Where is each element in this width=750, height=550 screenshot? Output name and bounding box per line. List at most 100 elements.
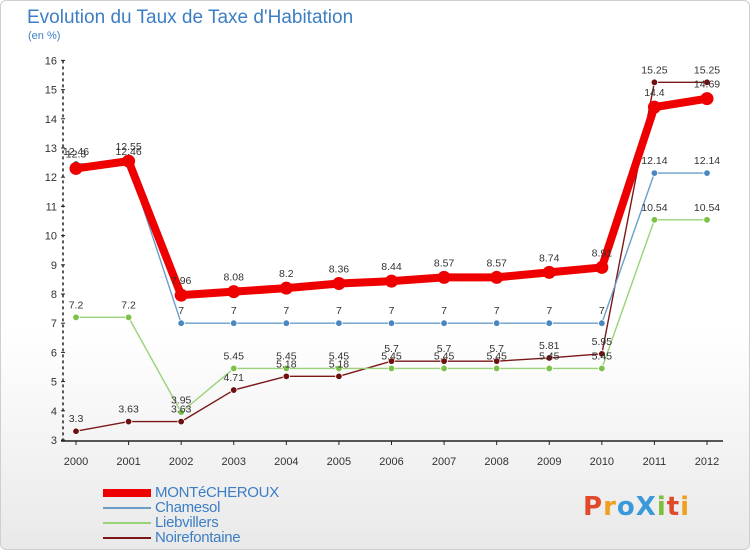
x-tick-label: 2002	[169, 456, 193, 468]
y-tick-label: 3	[51, 435, 57, 447]
data-label-chamesol: 7	[546, 305, 552, 317]
data-point-mont-cheroux	[437, 270, 451, 284]
legend-label-liebvillers: Liebvillers	[155, 514, 219, 531]
legend-swatch-montecheroux	[103, 489, 151, 497]
legend-swatch-chamesol	[103, 507, 151, 509]
data-label-chamesol: 12.46	[115, 146, 141, 158]
data-point-noirefontaine	[230, 386, 238, 394]
data-point-noirefontaine	[545, 354, 553, 362]
data-label-chamesol: 12.46	[63, 146, 89, 158]
data-point-noirefontaine	[72, 427, 80, 435]
data-label-chamesol: 7	[178, 305, 184, 317]
data-label-mont-cheroux: 7.96	[171, 275, 192, 287]
data-label-liebvillers: 7.2	[69, 299, 84, 311]
data-label-mont-cheroux: 8.57	[486, 257, 507, 269]
y-tick-label: 14	[45, 114, 57, 126]
data-point-noirefontaine	[124, 417, 133, 426]
legend-swatch-noirefontaine	[103, 537, 151, 539]
series-layer	[69, 78, 714, 435]
x-tick-label: 2006	[379, 456, 403, 468]
data-point-mont-cheroux	[700, 92, 714, 106]
data-label-mont-cheroux: 14.4	[644, 87, 665, 99]
y-tick-label: 11	[46, 201, 57, 213]
x-tick-label: 2003	[222, 456, 246, 468]
y-tick-label: 6	[51, 347, 57, 359]
data-label-noirefontaine: 15.25	[641, 64, 667, 76]
data-point-chamesol	[177, 319, 185, 327]
data-point-liebvillers	[440, 364, 448, 373]
data-label-mont-cheroux: 8.36	[329, 263, 350, 275]
data-label-liebvillers: 10.54	[694, 202, 720, 214]
data-label-mont-cheroux: 8.57	[434, 257, 455, 269]
data-label-liebvillers: 5.45	[329, 350, 350, 362]
data-label-noirefontaine: 3.63	[171, 404, 192, 416]
data-label-liebvillers: 5.45	[276, 350, 297, 362]
y-tick-label: 16	[45, 55, 57, 67]
data-point-liebvillers	[492, 364, 501, 373]
data-label-liebvillers: 5.45	[434, 350, 455, 362]
data-point-noirefontaine	[598, 350, 606, 358]
data-label-liebvillers: 5.45	[381, 350, 402, 362]
x-tick-label: 2012	[695, 456, 719, 468]
data-label-noirefontaine: 15.25	[694, 64, 720, 76]
data-label-mont-cheroux: 14.69	[694, 79, 720, 91]
data-labels: 3.3 3.63 3.63 4.71 5.18 5.18 5.7 5.7 5.7 5.81 5.95…	[63, 64, 720, 425]
data-point-liebvillers	[703, 216, 711, 224]
chart-title: Evolution du Taux de Taxe d'Habitation	[27, 7, 354, 28]
y-tick-label: 15	[45, 85, 57, 97]
data-label-noirefontaine: 5.7	[384, 343, 399, 355]
data-point-mont-cheroux	[385, 274, 398, 288]
data-point-liebvillers	[230, 364, 238, 373]
y-tick-label: 7	[51, 318, 57, 330]
y-tick-label: 12	[45, 172, 57, 184]
legend-swatch-liebvillers	[103, 522, 151, 524]
data-label-noirefontaine: 3.3	[69, 413, 84, 425]
data-label-liebvillers: 3.95	[171, 394, 192, 406]
data-label-noirefontaine: 5.7	[489, 343, 504, 355]
data-point-liebvillers	[282, 364, 291, 373]
data-label-chamesol: 7	[283, 305, 289, 317]
data-label-liebvillers: 7.2	[121, 299, 136, 311]
legend-label-montecheroux: MONTéCHEROUX	[155, 484, 279, 501]
data-label-mont-cheroux: 8.44	[381, 261, 402, 273]
data-label-liebvillers: 5.45	[539, 350, 560, 362]
data-point-mont-cheroux	[122, 154, 136, 168]
data-label-mont-cheroux: 12.55	[115, 141, 141, 153]
data-label-noirefontaine: 5.18	[329, 358, 350, 370]
data-point-chamesol	[440, 319, 448, 327]
data-point-mont-cheroux	[490, 270, 504, 284]
data-label-mont-cheroux: 8.91	[592, 247, 613, 259]
proxiti-logo: ProXiti	[583, 492, 691, 522]
data-point-noirefontaine	[335, 372, 343, 381]
data-point-noirefontaine	[282, 372, 291, 381]
data-label-mont-cheroux: 8.08	[224, 272, 245, 284]
y-tick-label: 13	[45, 143, 57, 155]
x-tick-label: 2001	[116, 456, 140, 468]
data-point-liebvillers	[72, 313, 80, 322]
data-point-mont-cheroux	[69, 161, 83, 175]
data-point-mont-cheroux	[332, 276, 346, 290]
data-label-chamesol: 7	[336, 305, 342, 317]
data-point-liebvillers	[387, 364, 396, 373]
data-label-noirefontaine: 4.71	[224, 372, 245, 384]
series-line-noirefontaine	[75, 81, 708, 432]
data-label-liebvillers: 5.45	[592, 350, 613, 362]
x-tick-label: 2009	[537, 456, 561, 468]
data-label-chamesol: 7	[389, 305, 395, 317]
x-tick-label: 2005	[327, 456, 351, 468]
data-point-mont-cheroux	[542, 265, 556, 279]
x-tick-label: 2000	[64, 456, 88, 468]
data-point-chamesol	[492, 319, 501, 327]
data-point-chamesol	[703, 169, 711, 177]
data-label-noirefontaine: 5.95	[592, 336, 613, 348]
x-tick-label: 2011	[643, 456, 667, 468]
y-tick-label: 4	[51, 406, 57, 418]
y-tick-label: 8	[51, 289, 57, 301]
data-point-chamesol	[598, 319, 606, 327]
data-point-noirefontaine	[387, 357, 396, 365]
line-chart: 3 4 5 6 7 8 9 10 11 12 13 14 15 16 2000 2001 2002 2003 200…	[45, 55, 723, 468]
data-label-mont-cheroux: 8.74	[539, 252, 560, 264]
data-point-noirefontaine	[177, 417, 185, 426]
data-point-mont-cheroux	[227, 285, 241, 299]
